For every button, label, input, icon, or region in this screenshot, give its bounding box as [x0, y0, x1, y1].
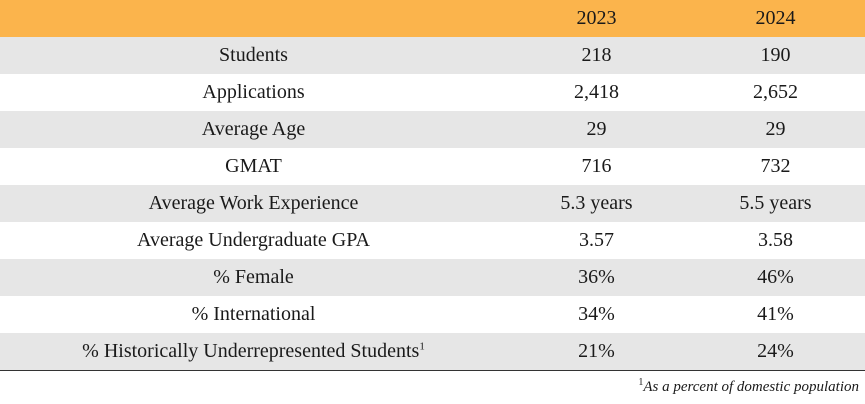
table-row: Applications 2,418 2,652	[0, 74, 865, 111]
table-footnote: 1As a percent of domestic population	[638, 377, 859, 396]
metric-label: % Female	[213, 266, 294, 288]
footnote-text: As a percent of domestic population	[643, 379, 859, 395]
table-header: 2023 2024	[0, 0, 865, 37]
table-row: Students 218 190	[0, 37, 865, 74]
value-2024: 24%	[686, 333, 865, 371]
metric-label-with-footnote: % Historically Underrepresented Students…	[0, 333, 507, 371]
table-body: Students 218 190 Applications 2,418 2,65…	[0, 37, 865, 371]
value-2024: 41%	[757, 303, 794, 325]
value-2023: 34%	[578, 303, 615, 325]
value-2024: 5.5 years	[739, 192, 812, 214]
value-2024: 190	[760, 44, 791, 66]
metric-label: Average Age	[201, 118, 306, 140]
value-2023: 36%	[578, 266, 615, 288]
value-2023: 218	[581, 44, 612, 66]
value-2024: 29	[765, 118, 786, 140]
metric-label: Average Undergraduate GPA	[137, 229, 370, 251]
value-2023: 2,418	[574, 81, 619, 103]
table-row: GMAT 716 732	[0, 148, 865, 185]
value-2023: 21%	[507, 333, 686, 371]
metric-label-text: % Historically Underrepresented Students	[82, 339, 420, 362]
table-row: % Historically Underrepresented Students…	[0, 333, 865, 371]
header-2024: 2024	[755, 7, 796, 29]
header-2023: 2023	[576, 7, 617, 29]
metric-label: % International	[191, 303, 316, 325]
metric-label: GMAT	[225, 155, 282, 177]
value-2023: 29	[586, 118, 607, 140]
class-profile-table: 2023 2024 Students 218 190 Applications …	[0, 0, 865, 371]
value-2024: 2,652	[753, 81, 798, 103]
table-row: Average Age 29 29	[0, 111, 865, 148]
value-2023: 716	[581, 155, 612, 177]
header-label-cell	[0, 0, 507, 37]
stats-table-container: 2023 2024 Students 218 190 Applications …	[0, 0, 865, 371]
table-row: % International 34% 41%	[0, 296, 865, 333]
header-row: 2023 2024	[0, 0, 865, 37]
value-2024: 3.58	[758, 229, 793, 251]
table-row: Average Undergraduate GPA 3.57 3.58	[0, 222, 865, 259]
table-row: Average Work Experience 5.3 years 5.5 ye…	[0, 185, 865, 222]
metric-label: Students	[219, 44, 288, 66]
value-2023: 5.3 years	[560, 192, 633, 214]
metric-label: Average Work Experience	[148, 192, 359, 214]
value-2024: 46%	[757, 266, 794, 288]
footnote-marker: 1	[419, 340, 425, 353]
table-row: % Female 36% 46%	[0, 259, 865, 296]
value-2023: 3.57	[579, 229, 614, 251]
footnote-number: 1	[638, 377, 644, 388]
value-2024: 732	[760, 155, 791, 177]
metric-label: Applications	[202, 81, 305, 103]
